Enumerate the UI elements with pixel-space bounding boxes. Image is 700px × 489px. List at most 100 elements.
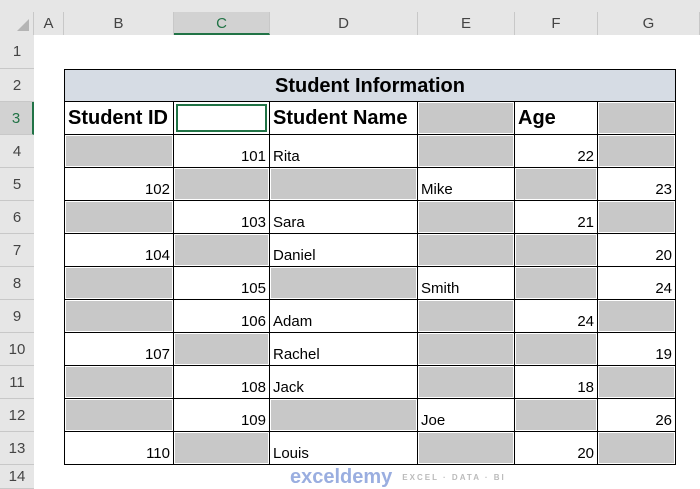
table-cell[interactable]: Daniel (270, 234, 418, 267)
header-cell[interactable]: Student ID (64, 102, 174, 135)
row-header-14[interactable]: 14 (0, 465, 34, 489)
table-cell[interactable]: 106 (174, 300, 270, 333)
table-cell[interactable] (174, 333, 270, 366)
cell-value: Rachel (273, 346, 320, 363)
table-cell[interactable]: 105 (174, 267, 270, 300)
cell-value: 21 (577, 214, 594, 231)
table-cell[interactable] (174, 234, 270, 267)
cell-value: Smith (421, 280, 460, 297)
table-cell[interactable] (515, 234, 598, 267)
table-cell[interactable] (515, 399, 598, 432)
column-header-E[interactable]: E (418, 12, 515, 35)
cell-value: 19 (655, 346, 672, 363)
row-header-11[interactable]: 11 (0, 366, 34, 399)
table-cell[interactable] (418, 135, 515, 168)
column-header-B[interactable]: B (64, 12, 174, 35)
cell-value: Louis (273, 445, 309, 462)
row-header-6[interactable]: 6 (0, 201, 34, 234)
header-cell[interactable]: Student Name (270, 102, 418, 135)
row-header-2[interactable]: 2 (0, 69, 34, 102)
table-cell[interactable] (418, 432, 515, 465)
table-cell[interactable]: 102 (64, 168, 174, 201)
table-cell[interactable]: 21 (515, 201, 598, 234)
table-cell[interactable]: Rachel (270, 333, 418, 366)
row-header-3[interactable]: 3 (0, 102, 34, 135)
table-cell[interactable]: Smith (418, 267, 515, 300)
table-cell[interactable] (64, 300, 174, 333)
table-cell[interactable]: 19 (598, 333, 676, 366)
table-cell[interactable]: 104 (64, 234, 174, 267)
column-header-F[interactable]: F (515, 12, 598, 35)
table-cell[interactable] (598, 432, 676, 465)
table-cell[interactable] (598, 300, 676, 333)
row-header-4[interactable]: 4 (0, 135, 34, 168)
table-cell[interactable] (418, 366, 515, 399)
cell-value: 109 (240, 412, 266, 429)
table-cell[interactable] (270, 399, 418, 432)
select-all-button[interactable] (0, 12, 34, 35)
table-cell[interactable]: 20 (598, 234, 676, 267)
table-cell[interactable] (515, 168, 598, 201)
row-header-1[interactable]: 1 (0, 35, 34, 69)
row-header-9[interactable]: 9 (0, 300, 34, 333)
table-cell[interactable] (64, 267, 174, 300)
table-cell[interactable]: Jack (270, 366, 418, 399)
row-header-12[interactable]: 12 (0, 399, 34, 432)
table-cell[interactable]: Mike (418, 168, 515, 201)
table-cell[interactable] (174, 432, 270, 465)
header-cell[interactable] (418, 102, 515, 135)
table-cell[interactable] (598, 201, 676, 234)
cell-value: 26 (655, 412, 672, 429)
table-cell[interactable]: Joe (418, 399, 515, 432)
row-header-10[interactable]: 10 (0, 333, 34, 366)
table-cell[interactable] (64, 135, 174, 168)
table-cell[interactable] (270, 168, 418, 201)
table-cell[interactable]: 103 (174, 201, 270, 234)
table-cell[interactable]: 18 (515, 366, 598, 399)
row-header-13[interactable]: 13 (0, 432, 34, 465)
table-cell[interactable]: Louis (270, 432, 418, 465)
table-cell[interactable]: 23 (598, 168, 676, 201)
table-cell[interactable] (515, 267, 598, 300)
table-cell[interactable] (174, 168, 270, 201)
table-cell[interactable]: 26 (598, 399, 676, 432)
cell-value: 106 (240, 313, 266, 330)
table-cell[interactable] (64, 201, 174, 234)
table-cell[interactable] (418, 333, 515, 366)
table-cell[interactable]: Rita (270, 135, 418, 168)
table-cell[interactable] (64, 399, 174, 432)
table-cell[interactable] (598, 135, 676, 168)
table-cell[interactable]: 20 (515, 432, 598, 465)
row-header-5[interactable]: 5 (0, 168, 34, 201)
header-cell[interactable] (174, 102, 270, 135)
cell-value: Adam (273, 313, 313, 330)
header-cell[interactable] (598, 102, 676, 135)
table-cell[interactable]: 24 (515, 300, 598, 333)
table-cell[interactable]: 22 (515, 135, 598, 168)
cell-value: 18 (577, 379, 594, 396)
table-cell[interactable] (270, 267, 418, 300)
table-title[interactable]: Student Information (64, 69, 676, 102)
table-cell[interactable] (515, 333, 598, 366)
table-cell[interactable]: 110 (64, 432, 174, 465)
column-header-G[interactable]: G (598, 12, 700, 35)
column-header-A[interactable]: A (34, 12, 64, 35)
table-cell[interactable]: Sara (270, 201, 418, 234)
table-cell[interactable] (64, 366, 174, 399)
row-header-7[interactable]: 7 (0, 234, 34, 267)
column-header-D[interactable]: D (270, 12, 418, 35)
table-cell[interactable]: 107 (64, 333, 174, 366)
table-cell[interactable] (418, 234, 515, 267)
table-cell[interactable] (418, 201, 515, 234)
table-cell[interactable]: 101 (174, 135, 270, 168)
table-cell[interactable] (418, 300, 515, 333)
cell-value: Rita (273, 148, 300, 165)
table-cell[interactable]: 108 (174, 366, 270, 399)
row-header-8[interactable]: 8 (0, 267, 34, 300)
table-cell[interactable]: Adam (270, 300, 418, 333)
table-cell[interactable]: 109 (174, 399, 270, 432)
header-cell[interactable]: Age (515, 102, 598, 135)
table-cell[interactable]: 24 (598, 267, 676, 300)
table-cell[interactable] (598, 366, 676, 399)
column-header-C[interactable]: C (174, 12, 270, 35)
